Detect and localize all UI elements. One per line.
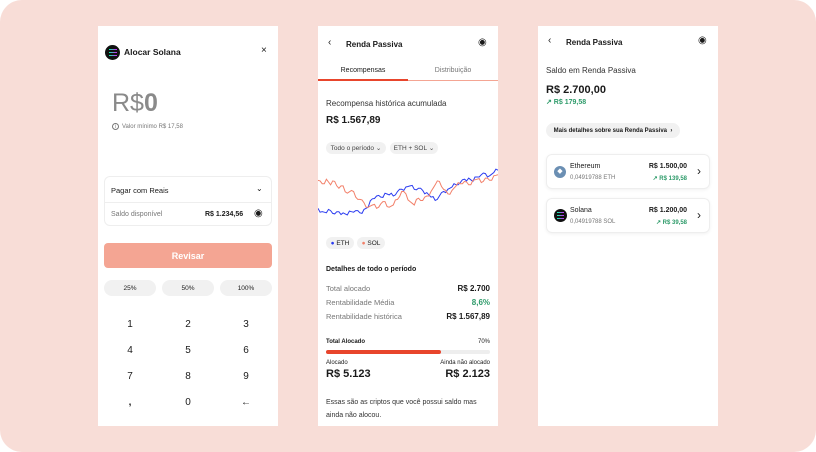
asset-value: R$ 1.200,00 bbox=[648, 207, 687, 214]
legend-sol: ● SOL bbox=[357, 237, 385, 249]
footer-text: Essas são as criptos que você possui sal… bbox=[326, 399, 477, 419]
info-icon: i bbox=[112, 123, 119, 130]
balance-value: R$ 1.234,56 bbox=[205, 211, 244, 218]
progress-fill bbox=[326, 350, 441, 354]
allocated-label: Alocado bbox=[326, 360, 348, 366]
balance-gain: ↗ R$ 179,58 bbox=[546, 99, 587, 106]
asset-filter-label: ETH + SOL bbox=[393, 144, 428, 152]
screen-title: Renda Passiva bbox=[566, 38, 623, 47]
screen-title: Renda Passiva bbox=[346, 40, 403, 49]
details-title: Detalhes de todo o período bbox=[326, 266, 417, 273]
more-details-button[interactable]: Mais detalhes sobre sua Renda Passiva › bbox=[546, 123, 680, 138]
tab-underline bbox=[318, 80, 498, 81]
row-label: Rentabilidade Média bbox=[326, 298, 395, 307]
min-value-hint: i Valor mínimo R$ 17,58 bbox=[112, 123, 183, 130]
not-allocated-value: R$ 2.123 bbox=[445, 368, 490, 380]
keypad-key[interactable]: 1 bbox=[127, 319, 133, 330]
legend-eth-label: ETH bbox=[336, 239, 350, 247]
percent-100-button[interactable]: 100% bbox=[220, 280, 272, 296]
hist-label: Recompensa histórica acumulada bbox=[326, 99, 447, 108]
asset-gain: ↗ R$ 139,58 bbox=[652, 176, 687, 182]
balance-label: Saldo disponível bbox=[111, 211, 163, 218]
recompensas-screen: ‹ Renda Passiva ◉ Recompensas Distribuiç… bbox=[318, 26, 498, 426]
asset-value: R$ 1.500,00 bbox=[648, 163, 687, 170]
currency-prefix: R$ bbox=[112, 89, 144, 117]
asset-filter[interactable]: ETH + SOL ⌄ bbox=[390, 142, 438, 154]
asset-card-solana[interactable]: Solana 0,04919788 SOL R$ 1.200,00 ↗ R$ 3… bbox=[546, 198, 710, 233]
alocar-solana-screen: Alocar Solana × R$0 i Valor mínimo R$ 17,… bbox=[98, 26, 278, 426]
pay-with-select[interactable]: Pagar com Reais bbox=[111, 186, 169, 195]
eye-icon[interactable]: ◉ bbox=[478, 37, 487, 48]
active-tab-indicator bbox=[318, 79, 408, 81]
tab-recompensas[interactable]: Recompensas bbox=[340, 67, 386, 74]
progress-bar bbox=[326, 350, 490, 354]
keypad-key[interactable]: 5 bbox=[185, 345, 191, 356]
asset-card-ethereum[interactable]: ◆ Ethereum 0,04919788 ETH R$ 1.500,00 ↗ … bbox=[546, 154, 710, 189]
saldo-screen: ‹ Renda Passiva ◉ Saldo em Renda Passiva… bbox=[538, 26, 718, 426]
keypad-key[interactable]: 0 bbox=[185, 397, 191, 408]
solana-icon bbox=[105, 45, 120, 60]
period-filter[interactable]: Todo o período ⌄ bbox=[326, 142, 386, 154]
asset-name: Solana bbox=[570, 207, 592, 214]
eye-icon[interactable]: ◉ bbox=[254, 208, 263, 219]
balance-label: Saldo em Renda Passiva bbox=[546, 66, 636, 75]
eye-icon[interactable]: ◉ bbox=[698, 35, 707, 46]
solana-icon bbox=[554, 209, 567, 222]
ethereum-icon: ◆ bbox=[554, 166, 566, 178]
percent-50-button[interactable]: 50% bbox=[162, 280, 214, 296]
review-button[interactable]: Revisar bbox=[104, 243, 272, 268]
keypad-key[interactable]: 4 bbox=[127, 345, 133, 356]
divider bbox=[105, 202, 271, 203]
series-line-sol bbox=[318, 174, 498, 209]
keypad-key[interactable]: , bbox=[128, 397, 132, 408]
keypad-key[interactable]: 9 bbox=[243, 371, 249, 382]
chevron-right-icon: › bbox=[697, 208, 701, 222]
progress-percent: 70% bbox=[477, 339, 490, 345]
balance-value: R$ 2.700,00 bbox=[546, 84, 606, 96]
close-icon[interactable]: × bbox=[261, 45, 267, 56]
chevron-right-icon: › bbox=[697, 164, 701, 178]
hist-value: R$ 1.567,89 bbox=[326, 115, 381, 126]
keypad-key[interactable]: 6 bbox=[243, 345, 249, 356]
series-line-eth bbox=[318, 168, 498, 216]
back-icon[interactable]: ‹ bbox=[328, 37, 332, 48]
back-icon[interactable]: ‹ bbox=[548, 35, 552, 46]
chevron-down-icon[interactable]: ⌄ bbox=[256, 184, 263, 193]
legend-sol-label: SOL bbox=[367, 239, 381, 247]
keypad-key[interactable]: 8 bbox=[185, 371, 191, 382]
payment-card: Pagar com Reais ⌄ Saldo disponível R$ 1.… bbox=[104, 176, 272, 226]
allocated-value: R$ 5.123 bbox=[326, 368, 371, 380]
eth-dot-icon: ● bbox=[330, 239, 335, 247]
row-value: R$ 2.700 bbox=[457, 284, 490, 293]
not-allocated-label: Ainda não alocado bbox=[440, 360, 490, 366]
backspace-key[interactable]: ← bbox=[241, 397, 251, 408]
keypad-key[interactable]: 3 bbox=[243, 319, 249, 330]
keypad-key[interactable]: 2 bbox=[185, 319, 191, 330]
tab-distribuicao[interactable]: Distribuição bbox=[434, 67, 472, 74]
legend-eth: ● ETH bbox=[326, 237, 354, 249]
asset-qty: 0,04919788 ETH bbox=[570, 175, 616, 181]
keypad-key[interactable]: 7 bbox=[127, 371, 133, 382]
percent-25-button[interactable]: 25% bbox=[104, 280, 156, 296]
row-label: Total alocado bbox=[326, 284, 371, 293]
period-filter-label: Todo o período bbox=[330, 144, 375, 152]
asset-gain: ↗ R$ 39,58 bbox=[655, 220, 687, 226]
more-details-label: Mais detalhes sobre sua Renda Passiva bbox=[553, 127, 668, 134]
sol-dot-icon: ● bbox=[361, 239, 366, 247]
rewards-line-chart bbox=[318, 168, 498, 216]
screen-title: Alocar Solana bbox=[124, 47, 181, 57]
row-label: Rentabilidade histórica bbox=[326, 312, 402, 321]
min-value-text: Valor mínimo R$ 17,58 bbox=[122, 123, 183, 130]
row-value: 8,6% bbox=[471, 298, 490, 307]
row-value: R$ 1.567,89 bbox=[446, 312, 490, 321]
amount-value: 0 bbox=[143, 89, 158, 117]
asset-qty: 0,04919788 SOL bbox=[570, 219, 616, 225]
progress-label: Total Alocado bbox=[326, 339, 365, 345]
asset-name: Ethereum bbox=[570, 163, 601, 170]
amount-display[interactable]: R$0 bbox=[112, 89, 158, 118]
